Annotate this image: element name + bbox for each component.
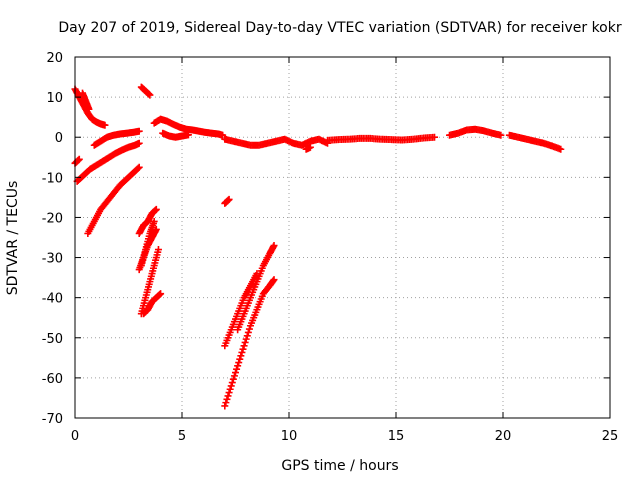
x-tick-label: 0 [71, 429, 79, 444]
x-tick-label: 20 [495, 429, 512, 444]
data-point [229, 375, 237, 383]
x-tick-label: 5 [178, 429, 186, 444]
y-tick-label: -70 [42, 412, 63, 427]
data-point [242, 335, 250, 343]
series-band-12-17h [324, 133, 439, 144]
data-point [228, 379, 236, 387]
data-point [135, 163, 143, 171]
data-point [225, 195, 233, 203]
data-point [134, 164, 142, 172]
data-point [101, 121, 109, 129]
grid-lines [75, 57, 610, 418]
x-tick-label: 25 [602, 429, 619, 444]
data-point [239, 345, 247, 353]
data-point [227, 382, 235, 390]
series-band-17-20h [446, 125, 505, 139]
series-early-band [90, 127, 143, 149]
series-diag-7h-b [221, 276, 278, 410]
y-tick-label: -20 [42, 211, 63, 226]
data-point [270, 242, 278, 250]
y-axis-label: SDTVAR / TECUs [5, 181, 21, 296]
series-early-low-1 [71, 155, 83, 167]
data-point [226, 385, 234, 393]
data-point [135, 139, 143, 147]
data-point [243, 332, 251, 340]
data-point [241, 338, 249, 346]
data-point [221, 402, 229, 410]
data-point [237, 352, 245, 360]
data-point [232, 369, 239, 377]
data-point [75, 155, 83, 163]
y-tick-label: 20 [46, 51, 63, 66]
data-point [557, 145, 565, 153]
series-band-7-12h [221, 135, 332, 149]
data-point [236, 355, 244, 363]
data-points [71, 83, 565, 410]
series-band-4-7h-low [159, 129, 192, 141]
data-point [184, 131, 192, 139]
data-point [222, 399, 230, 407]
data-point [235, 359, 243, 367]
y-tick-label: 10 [46, 91, 63, 106]
data-point [85, 105, 93, 113]
data-point [270, 276, 278, 284]
data-point [154, 246, 162, 254]
y-tick-label: 0 [55, 131, 63, 146]
data-point [245, 325, 253, 333]
data-point [225, 389, 233, 397]
data-point [244, 328, 252, 336]
series-isolated-7h [221, 195, 233, 207]
data-point [230, 372, 238, 380]
data-point [306, 143, 314, 151]
series-band-20-23h [505, 131, 565, 153]
data-point [150, 217, 158, 225]
series-early-low-2 [73, 139, 143, 185]
data-point [152, 205, 160, 213]
series-v-3h-e [139, 290, 165, 318]
x-tick-label: 10 [281, 429, 298, 444]
data-point [152, 225, 160, 233]
data-point [224, 392, 232, 400]
series-v-3h-c [135, 225, 160, 274]
series-v-3h-a [135, 205, 160, 237]
series-band-4-7h [150, 115, 227, 139]
data-point [497, 131, 505, 139]
x-axis-label: GPS time / hours [281, 458, 398, 474]
y-tick-label: -40 [42, 292, 63, 307]
series-diag-1 [84, 163, 143, 237]
plot-frame [74, 56, 611, 419]
data-point [135, 127, 143, 135]
data-point [219, 131, 227, 139]
series-diag-7h-a [221, 270, 261, 350]
data-point [233, 365, 241, 373]
axis-ticks: 0 5 10 15 20 25 -70 -60 -50 -40 -30 -20 -10 0 10 20 [42, 51, 619, 444]
data-point [146, 91, 154, 99]
data-point [157, 290, 165, 298]
x-tick-label: 15 [388, 429, 405, 444]
chart-title: Day 207 of 2019, Sidereal Day-to-day VTE… [58, 20, 621, 36]
data-point [234, 362, 242, 370]
series-diag-7h-c [234, 242, 278, 334]
data-point [223, 395, 231, 403]
y-tick-label: -50 [42, 332, 63, 347]
y-tick-label: -60 [42, 372, 63, 387]
data-point [431, 133, 439, 141]
y-tick-label: -10 [42, 171, 63, 186]
data-point [238, 348, 246, 356]
series-spike-3h [137, 83, 154, 99]
series-dip-11h [302, 143, 314, 153]
y-tick-label: -30 [42, 252, 63, 267]
data-point [240, 342, 248, 350]
series-early-spike-1 [78, 89, 93, 113]
